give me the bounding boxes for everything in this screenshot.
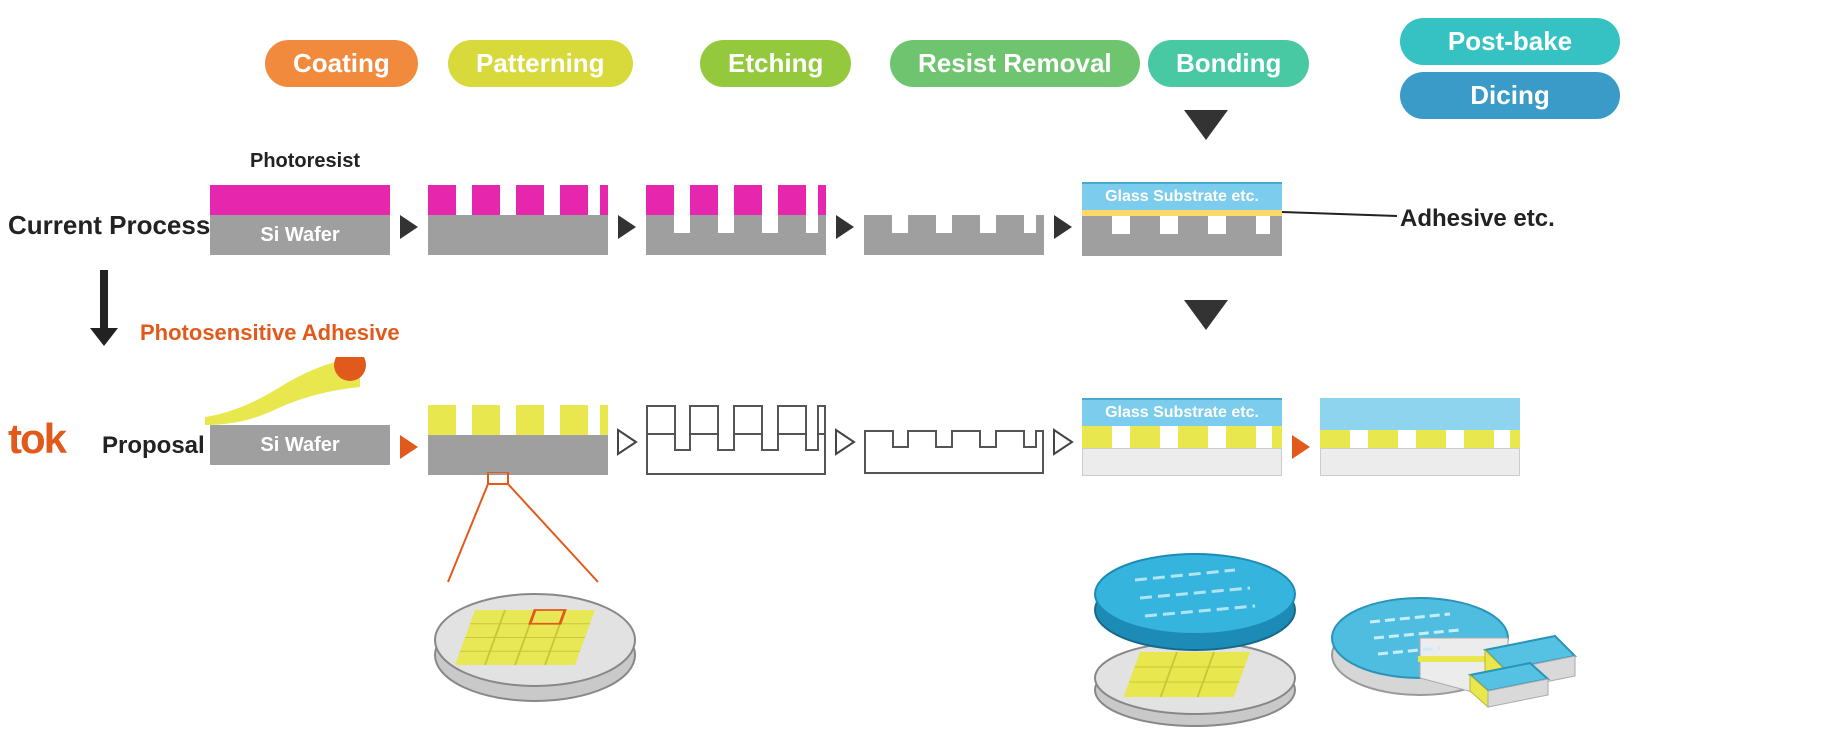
r2-stage3	[646, 405, 826, 480]
arrow-r2-3	[834, 428, 858, 456]
wafer-diced-pieces	[1330, 560, 1590, 725]
arrow-r2-4	[1052, 428, 1076, 456]
arrow-r1-2	[618, 215, 636, 239]
label-current-process: Current Process	[8, 210, 210, 241]
arrow-r1-3	[836, 215, 854, 239]
r1-stage3	[646, 185, 826, 255]
wafer-disc-patterned	[430, 570, 640, 715]
label-photosensitive-adhesive: Photosensitive Adhesive	[140, 320, 400, 346]
label-adhesive: Adhesive etc.	[1400, 205, 1555, 233]
wafer-disc-bonded-stack	[1085, 540, 1305, 735]
arrow-r2-5	[1292, 435, 1310, 459]
r1-stage1: Si Wafer	[210, 185, 390, 255]
r1-stage5: Glass Substrate etc.	[1082, 182, 1282, 256]
step-pill-etching: Etching	[700, 40, 851, 87]
label-photoresist: Photoresist	[250, 150, 360, 173]
tok-logo: tok	[8, 415, 65, 463]
label-proposal: Proposal	[102, 432, 205, 460]
step-pill-coating: Coating	[265, 40, 418, 87]
process-down-arrow	[100, 270, 108, 330]
tri-r1-to-r2	[1184, 300, 1228, 330]
adhesive-swoosh-icon	[200, 357, 400, 427]
r1-stage4	[864, 215, 1044, 255]
step-pill-postbake: Post-bake	[1400, 18, 1620, 65]
callout-adhesive-line	[1282, 211, 1397, 217]
arrow-r2-2	[616, 428, 640, 456]
step-pill-dicing: Dicing	[1400, 72, 1620, 119]
r2-stage2	[428, 405, 608, 475]
arrow-r2-1	[400, 435, 418, 459]
r2-stage4	[864, 430, 1044, 480]
step-pill-bonding: Bonding	[1148, 40, 1309, 87]
r1-stage2	[428, 185, 608, 255]
step-pill-patterning: Patterning	[448, 40, 633, 87]
arrow-r1-1	[400, 215, 418, 239]
r2-stage1: Si Wafer	[210, 395, 390, 465]
step-pill-resist-removal: Resist Removal	[890, 40, 1140, 87]
tri-bonding-to-r1	[1184, 110, 1228, 140]
r2-stage5: Glass Substrate etc.	[1082, 398, 1282, 476]
arrow-r1-4	[1054, 215, 1072, 239]
r2-stage6	[1320, 398, 1520, 476]
